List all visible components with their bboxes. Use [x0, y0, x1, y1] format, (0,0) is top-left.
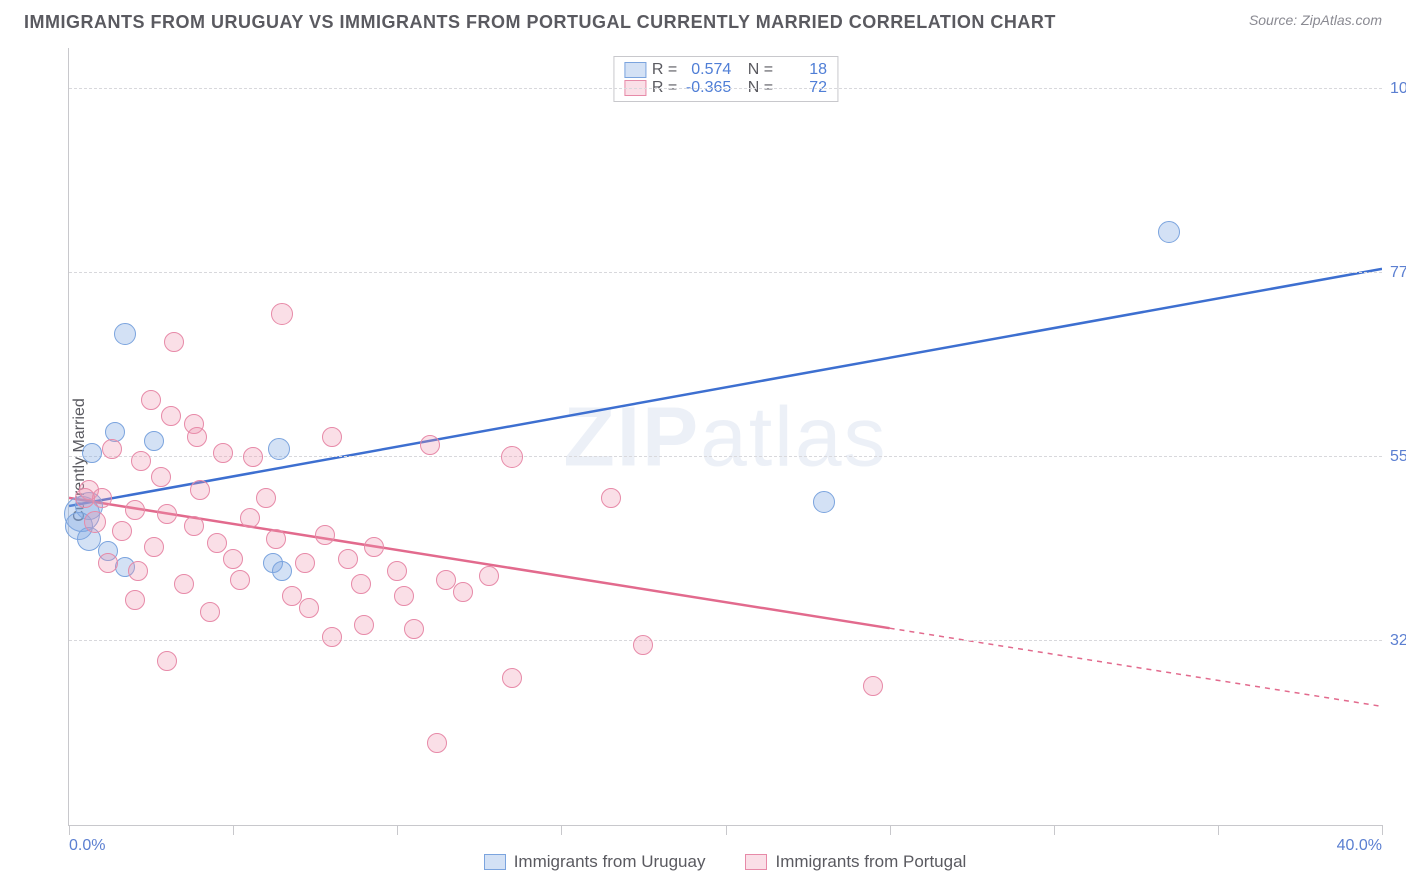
data-point [453, 582, 473, 602]
watermark-light: atlas [700, 389, 887, 483]
plot-area: ZIPatlas R = 0.574 N = 18 R = -0.365 N =… [68, 48, 1382, 826]
data-point [633, 635, 653, 655]
data-point [157, 651, 177, 671]
data-point [207, 533, 227, 553]
data-point [1158, 221, 1180, 243]
data-point [144, 431, 164, 451]
data-point [601, 488, 621, 508]
data-point [200, 602, 220, 622]
watermark: ZIPatlas [563, 388, 887, 485]
data-point [299, 598, 319, 618]
data-point [813, 491, 835, 513]
data-point [364, 537, 384, 557]
data-point [315, 525, 335, 545]
x-tick [233, 825, 234, 835]
data-point [354, 615, 374, 635]
n-label: N = [748, 61, 773, 79]
data-point [128, 561, 148, 581]
data-point [164, 332, 184, 352]
x-tick [890, 825, 891, 835]
data-point [184, 516, 204, 536]
watermark-bold: ZIP [563, 389, 700, 483]
y-tick-label: 55.0% [1390, 448, 1406, 466]
data-point [114, 323, 136, 345]
source-attribution: Source: ZipAtlas.com [1249, 12, 1382, 28]
data-point [282, 586, 302, 606]
data-point [84, 511, 106, 533]
y-tick-label: 32.5% [1390, 632, 1406, 650]
data-point [174, 574, 194, 594]
data-point [102, 439, 122, 459]
data-point [387, 561, 407, 581]
legend-row-uruguay: R = 0.574 N = 18 [624, 61, 827, 79]
gridline [69, 88, 1382, 89]
trend-lines [69, 48, 1382, 825]
data-point [230, 570, 250, 590]
x-tick [69, 825, 70, 835]
data-point [268, 438, 290, 460]
data-point [125, 500, 145, 520]
r-label: R = [652, 61, 677, 79]
x-tick [1218, 825, 1219, 835]
data-point [213, 443, 233, 463]
data-point [240, 508, 260, 528]
data-point [98, 553, 118, 573]
data-point [243, 447, 263, 467]
chart-title: IMMIGRANTS FROM URUGUAY VS IMMIGRANTS FR… [24, 12, 1056, 33]
data-point [141, 390, 161, 410]
gridline [69, 456, 1382, 457]
gridline [69, 640, 1382, 641]
data-point [502, 668, 522, 688]
data-point [322, 427, 342, 447]
swatch-blue-icon [624, 62, 646, 78]
data-point [256, 488, 276, 508]
data-point [479, 566, 499, 586]
chart-container: Currently Married ZIPatlas R = 0.574 N =… [24, 48, 1382, 872]
x-tick [726, 825, 727, 835]
data-point [338, 549, 358, 569]
data-point [272, 561, 292, 581]
data-point [190, 480, 210, 500]
x-tick [1382, 825, 1383, 835]
legend-label-portugal: Immigrants from Portugal [775, 852, 966, 872]
swatch-blue-icon [484, 854, 506, 870]
swatch-pink-icon [745, 854, 767, 870]
data-point [420, 435, 440, 455]
r-value-uruguay: 0.574 [683, 61, 731, 79]
data-point [131, 451, 151, 471]
x-tick [1054, 825, 1055, 835]
data-point [223, 549, 243, 569]
n-value-uruguay: 18 [779, 61, 827, 79]
data-point [404, 619, 424, 639]
data-point [322, 627, 342, 647]
data-point [266, 529, 286, 549]
data-point [271, 303, 293, 325]
data-point [161, 406, 181, 426]
legend-label-uruguay: Immigrants from Uruguay [514, 852, 706, 872]
data-point [157, 504, 177, 524]
y-tick-label: 100.0% [1390, 80, 1406, 98]
y-tick-label: 77.5% [1390, 264, 1406, 282]
x-tick [561, 825, 562, 835]
data-point [351, 574, 371, 594]
data-point [863, 676, 883, 696]
legend-item-uruguay: Immigrants from Uruguay [484, 852, 706, 872]
data-point [501, 446, 523, 468]
x-tick [397, 825, 398, 835]
data-point [427, 733, 447, 753]
data-point [112, 521, 132, 541]
legend-item-portugal: Immigrants from Portugal [745, 852, 966, 872]
series-legend: Immigrants from Uruguay Immigrants from … [68, 852, 1382, 872]
chart-header: IMMIGRANTS FROM URUGUAY VS IMMIGRANTS FR… [0, 0, 1406, 33]
data-point [151, 467, 171, 487]
data-point [125, 590, 145, 610]
gridline [69, 272, 1382, 273]
data-point [144, 537, 164, 557]
data-point [295, 553, 315, 573]
correlation-legend: R = 0.574 N = 18 R = -0.365 N = 72 [613, 56, 838, 102]
data-point [187, 427, 207, 447]
data-point [394, 586, 414, 606]
data-point [82, 443, 102, 463]
data-point [75, 488, 95, 508]
